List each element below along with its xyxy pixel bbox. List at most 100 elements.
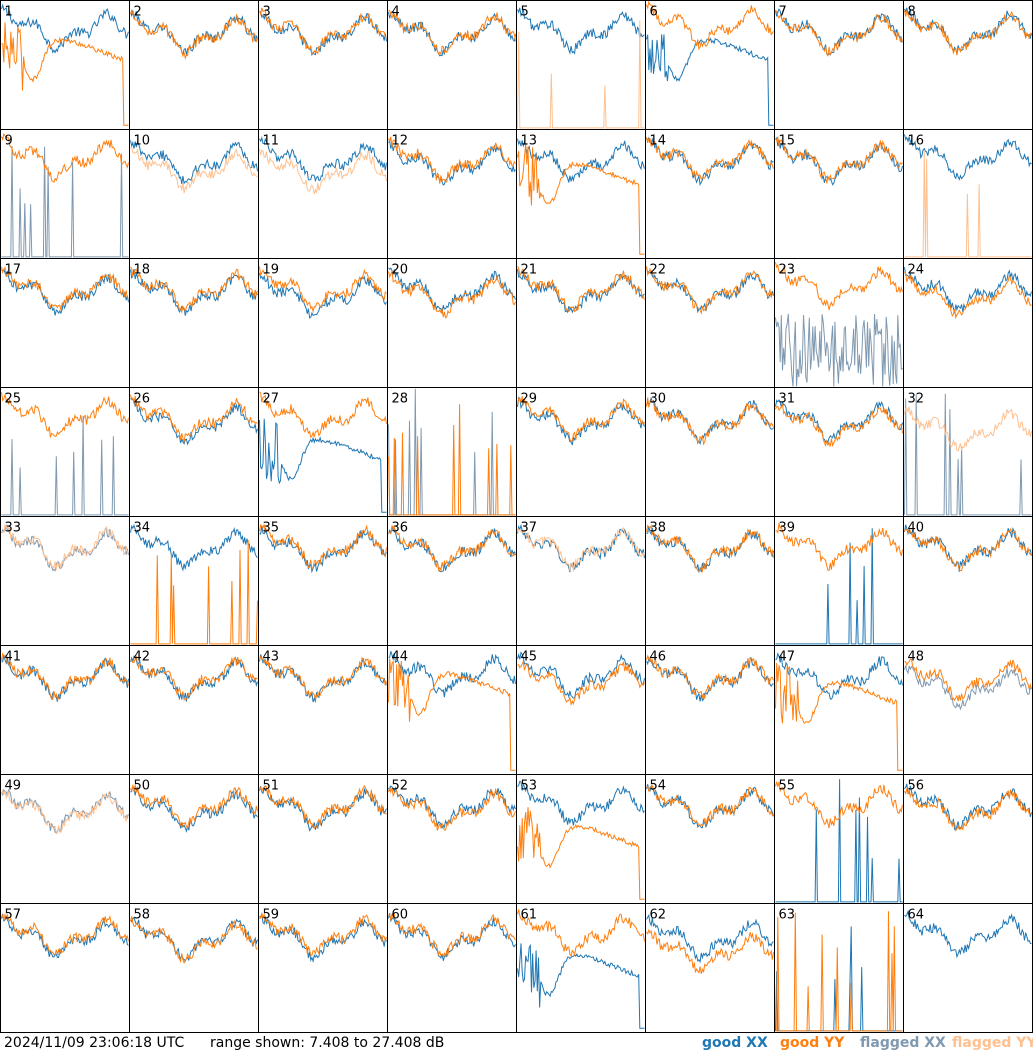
series-yy bbox=[388, 404, 516, 516]
series-xx bbox=[904, 267, 1032, 314]
series-xx bbox=[517, 943, 645, 1029]
panel-label: 17 bbox=[5, 263, 22, 278]
panel-6: 6 bbox=[645, 0, 775, 130]
series-yy bbox=[130, 784, 258, 830]
series-xx bbox=[775, 136, 903, 186]
series-yy bbox=[1, 22, 129, 126]
panel-label: 42 bbox=[134, 650, 151, 665]
series-xx bbox=[259, 136, 387, 183]
panel-9: 9 bbox=[0, 129, 130, 259]
panel-14: 14 bbox=[645, 129, 775, 259]
panel-label: 27 bbox=[263, 392, 280, 407]
panel-30: 30 bbox=[645, 387, 775, 517]
series-xx bbox=[904, 393, 1032, 516]
panel-frame bbox=[258, 903, 388, 1033]
series-xx bbox=[388, 651, 516, 698]
panel-label: 46 bbox=[650, 650, 667, 665]
series-xx bbox=[259, 11, 387, 57]
panel-frame bbox=[129, 645, 259, 775]
legend-good-xx: good XX bbox=[702, 1035, 768, 1051]
legend-flagged-yy: flagged YY bbox=[952, 1035, 1033, 1051]
panel-2: 2 bbox=[129, 0, 259, 130]
panel-40: 40 bbox=[903, 516, 1033, 646]
series-xx bbox=[259, 272, 387, 319]
series-yy bbox=[775, 262, 903, 311]
series-yy bbox=[517, 807, 645, 900]
panel-58: 58 bbox=[129, 903, 259, 1033]
series-yy bbox=[259, 148, 387, 195]
panel-label: 7 bbox=[779, 5, 787, 20]
panel-frame bbox=[645, 387, 775, 517]
series-yy bbox=[904, 788, 1032, 832]
series-yy bbox=[388, 269, 516, 319]
series-yy bbox=[259, 7, 387, 55]
panel-frame bbox=[0, 903, 130, 1033]
panel-frame bbox=[903, 387, 1033, 517]
panel-label: 51 bbox=[263, 779, 280, 794]
series-yy bbox=[388, 658, 516, 771]
panel-label: 15 bbox=[779, 134, 796, 149]
series-xx bbox=[646, 526, 774, 573]
series-xx bbox=[517, 780, 645, 826]
panel-59: 59 bbox=[258, 903, 388, 1033]
panel-frame bbox=[903, 645, 1033, 775]
panel-43: 43 bbox=[258, 645, 388, 775]
series-yy bbox=[130, 266, 258, 314]
series-yy bbox=[775, 403, 903, 448]
panel-11: 11 bbox=[258, 129, 388, 259]
series-xx bbox=[1, 268, 129, 316]
panel-frame bbox=[129, 0, 259, 130]
panel-label: 21 bbox=[521, 263, 538, 278]
series-yy bbox=[130, 8, 258, 60]
panel-label: 34 bbox=[134, 521, 151, 536]
panel-label: 18 bbox=[134, 263, 151, 278]
series-yy bbox=[130, 916, 258, 965]
panel-frame bbox=[258, 516, 388, 646]
series-yy bbox=[904, 9, 1032, 56]
panel-frame bbox=[645, 774, 775, 904]
panel-label: 16 bbox=[908, 134, 925, 149]
series-yy bbox=[775, 10, 903, 57]
panel-label: 30 bbox=[650, 392, 667, 407]
panel-51: 51 bbox=[258, 774, 388, 904]
series-xx bbox=[904, 134, 1032, 181]
panel-label: 40 bbox=[908, 521, 925, 536]
panel-label: 64 bbox=[908, 908, 925, 923]
panel-17: 17 bbox=[0, 258, 130, 388]
panel-label: 54 bbox=[650, 779, 667, 794]
panel-label: 58 bbox=[134, 908, 151, 923]
panel-52: 52 bbox=[387, 774, 517, 904]
panel-25: 25 bbox=[0, 387, 130, 517]
series-yy bbox=[259, 655, 387, 701]
series-yy bbox=[1, 913, 129, 956]
panel-3: 3 bbox=[258, 0, 388, 130]
panel-label: 12 bbox=[392, 134, 409, 149]
panel-label: 25 bbox=[5, 392, 22, 407]
panel-frame bbox=[258, 645, 388, 775]
series-yy bbox=[259, 784, 387, 829]
timestamp: 2024/11/09 23:06:18 UTC bbox=[4, 1035, 185, 1051]
panel-frame bbox=[129, 903, 259, 1033]
series-xx bbox=[646, 267, 774, 314]
series-xx bbox=[517, 523, 645, 573]
series-yy bbox=[388, 912, 516, 958]
series-yy bbox=[259, 911, 387, 956]
panel-16: 16 bbox=[903, 129, 1033, 259]
panel-label: 3 bbox=[263, 5, 271, 20]
panel-8: 8 bbox=[903, 0, 1033, 130]
panel-label: 22 bbox=[650, 263, 667, 278]
series-xx bbox=[646, 784, 774, 829]
series-xx bbox=[517, 7, 645, 55]
panel-15: 15 bbox=[774, 129, 904, 259]
series-xx bbox=[517, 396, 645, 446]
series-yy bbox=[904, 527, 1032, 572]
panel-label: 32 bbox=[908, 392, 925, 407]
series-yy bbox=[259, 524, 387, 570]
series-yy bbox=[130, 394, 258, 443]
panel-label: 33 bbox=[5, 521, 22, 536]
series-xx bbox=[388, 140, 516, 186]
panel-63: 63 bbox=[774, 903, 904, 1033]
panel-31: 31 bbox=[774, 387, 904, 517]
series-xx bbox=[1, 145, 129, 258]
